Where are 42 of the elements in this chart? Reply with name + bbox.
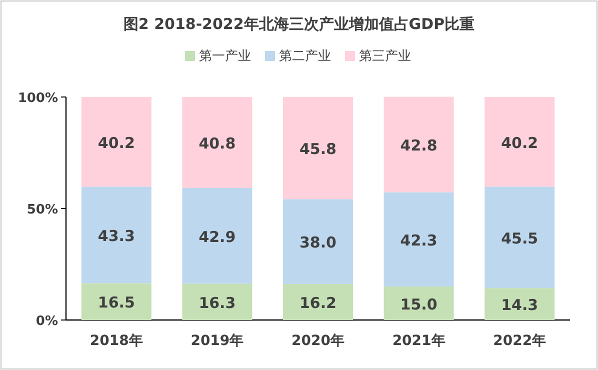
- data-label: 15.0: [400, 295, 438, 314]
- data-label: 40.8: [198, 134, 236, 152]
- bar: [484, 97, 555, 187]
- data-label: 45.8: [299, 140, 337, 158]
- data-label: 42.8: [400, 136, 438, 154]
- bar: [384, 96, 454, 192]
- x-tick-label: 2019年: [190, 333, 244, 349]
- bar: [384, 192, 454, 287]
- y-tick-label: 50%: [26, 202, 58, 218]
- chart-title: 图2 2018-2022年北海三次产业增加值占GDP比重: [123, 15, 475, 33]
- bar: [182, 284, 252, 320]
- legend-label: 第三产业: [359, 49, 411, 64]
- bar: [283, 199, 353, 284]
- x-tick-label: 2020年: [292, 333, 344, 349]
- bar: [283, 97, 353, 200]
- bar: [182, 188, 252, 284]
- bar: [81, 186, 152, 284]
- legend-label: 第二产业: [279, 49, 331, 64]
- x-tick-label: 2022年: [493, 333, 546, 349]
- data-label: 42.3: [400, 231, 438, 250]
- y-tick-label: 0%: [36, 314, 58, 329]
- x-tick-label: 2021年: [392, 333, 446, 349]
- data-label: 16.3: [198, 294, 236, 312]
- data-label: 38.0: [299, 234, 337, 252]
- data-label: 45.5: [501, 229, 538, 248]
- data-label: 16.2: [299, 294, 337, 312]
- bar: [484, 186, 555, 288]
- x-tick-label: 2018年: [90, 333, 143, 349]
- y-tick-label: 100%: [18, 91, 58, 106]
- legend-label: 第一产业: [199, 49, 251, 64]
- data-label: 43.3: [98, 226, 135, 245]
- bar: [182, 97, 252, 188]
- data-label: 14.3: [501, 296, 538, 314]
- data-label: 40.2: [501, 134, 538, 152]
- bar: [384, 286, 454, 320]
- bar: [484, 288, 555, 320]
- bar: [283, 284, 353, 320]
- bar: [81, 283, 152, 320]
- data-label: 16.5: [98, 294, 135, 312]
- bar: [81, 97, 152, 187]
- data-label: 42.9: [198, 228, 236, 246]
- data-label: 40.2: [98, 134, 135, 152]
